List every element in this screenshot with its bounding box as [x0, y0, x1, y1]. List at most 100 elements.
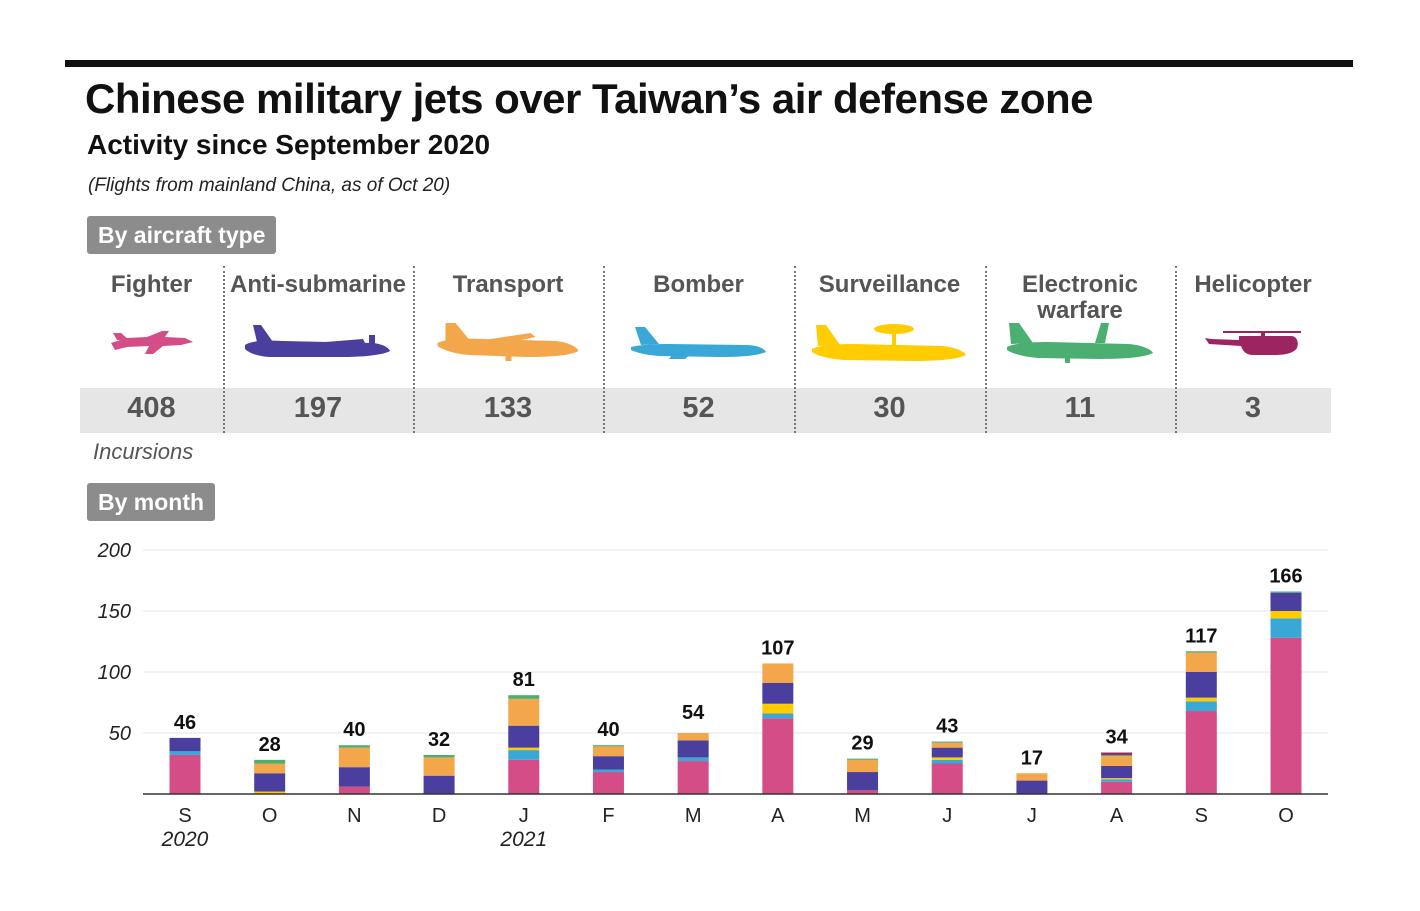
incursions-label: Incursions: [93, 439, 194, 464]
bar-total-label: 34: [1105, 727, 1128, 749]
bar-segment: [508, 698, 540, 726]
bar-segment: [592, 772, 624, 794]
bar-segment: [762, 713, 794, 719]
bar-segment: [169, 754, 201, 794]
top-rule: [65, 60, 1353, 67]
bar-segment: [677, 761, 709, 794]
bomber-plane-icon: [629, 321, 769, 371]
bar-segment: [762, 663, 794, 683]
bar-segment: [1185, 711, 1217, 794]
x-tick-label: S: [178, 805, 191, 827]
bar-segment: [1101, 781, 1133, 794]
bar-segment: [1185, 651, 1217, 653]
bar-segment: [592, 769, 624, 773]
type-transport: Transport 133: [413, 266, 603, 433]
bar-segment: [847, 758, 879, 760]
column-separator: [413, 266, 415, 433]
bar-total-label: 32: [428, 729, 450, 751]
bar-segment: [338, 747, 370, 768]
bar-segment: [592, 746, 624, 757]
bar-segment: [1270, 591, 1302, 593]
aircraft-type-panel: Fighter 408 Anti-submarine 197 Transport: [80, 266, 1331, 433]
bar-segment: [1016, 780, 1048, 794]
column-separator: [223, 266, 225, 433]
bar-total-label: 166: [1269, 565, 1302, 587]
bar-segment: [508, 747, 540, 751]
column-separator: [1175, 266, 1177, 433]
bar-segment: [508, 725, 540, 748]
type-helicopter: Helicopter 3: [1175, 266, 1331, 433]
bar-segment: [1101, 752, 1133, 755]
icon-shape: [811, 324, 966, 361]
x-tick-label: J: [942, 805, 952, 827]
type-label: Bomber: [653, 271, 744, 298]
year-label: 2020: [161, 828, 209, 851]
fighter-jet-icon: [107, 321, 197, 366]
type-label: Surveillance: [818, 271, 961, 298]
bar-segment: [847, 772, 879, 791]
chart-note: (Flights from mainland China, as of Oct …: [88, 175, 451, 196]
bar-segment: [1185, 701, 1217, 712]
helicopter-icon: [1203, 328, 1303, 365]
bar-segment: [931, 757, 963, 760]
bar-segment: [677, 740, 709, 758]
y-tick-label: 100: [98, 662, 131, 684]
bar-segment: [1101, 754, 1133, 757]
bar-segment: [931, 759, 963, 764]
bar-segment: [847, 759, 879, 773]
anti-submarine-plane-icon: [243, 321, 393, 371]
bar-segment: [338, 767, 370, 787]
x-tick-label: M: [854, 805, 871, 827]
bar-segment: [1101, 779, 1133, 782]
x-tick-label: F: [602, 805, 614, 827]
icon-shape: [245, 325, 390, 357]
bar-segment: [931, 747, 963, 758]
electronic-warfare-plane-icon: [1005, 321, 1155, 374]
bar-segment: [1016, 773, 1048, 781]
bar-segment: [338, 786, 370, 794]
type-label: Anti-submarine: [229, 271, 406, 298]
x-tick-label: D: [432, 805, 446, 827]
type-anti-submarine: Anti-submarine 197: [223, 266, 413, 433]
x-tick-label: M: [685, 805, 702, 827]
x-tick-label: O: [1278, 805, 1294, 827]
type-surveillance: Surveillance 30: [794, 266, 985, 433]
bar-total-label: 28: [259, 734, 281, 756]
bar-segment: [677, 757, 709, 762]
bar-segment: [508, 695, 540, 699]
bar-segment: [254, 791, 286, 794]
chart-title: Chinese military jets over Taiwan’s air …: [85, 75, 1094, 122]
type-label: Helicopter: [1194, 271, 1312, 298]
bar-segment: [1185, 697, 1217, 702]
type-count: 408: [127, 392, 176, 424]
year-label: 2021: [499, 828, 547, 851]
by-aircraft-type-label: By aircraft type: [87, 216, 277, 254]
bar-segment: [931, 742, 963, 748]
x-tick-label: S: [1195, 805, 1208, 827]
type-label: Transport: [452, 271, 564, 298]
bar-segment: [508, 750, 540, 760]
bar-segment: [423, 757, 455, 776]
bar-segment: [1101, 756, 1133, 766]
by-month-label: By month: [87, 483, 216, 521]
type-label: Fighter: [110, 271, 193, 298]
bar-segment: [931, 763, 963, 794]
bar-segment: [1270, 618, 1302, 638]
bar-segment: [762, 703, 794, 714]
bar-segment: [1270, 637, 1302, 794]
y-tick-label: 150: [98, 601, 131, 623]
bar-total-label: 107: [761, 637, 794, 659]
bar-total-label: 43: [936, 716, 958, 738]
bar-segment: [592, 756, 624, 770]
type-bomber: Bomber 52: [603, 266, 794, 433]
bar-segment: [592, 745, 624, 747]
bar-total-label: 40: [597, 719, 619, 741]
x-tick-label: A: [771, 805, 785, 827]
bar-segment: [762, 682, 794, 704]
bar-segment: [1101, 765, 1133, 779]
bar-total-label: 40: [343, 719, 365, 741]
bar-segment: [1185, 652, 1217, 672]
bar-segment: [847, 790, 879, 794]
bar-segment: [677, 733, 709, 741]
bar-segment: [508, 759, 540, 794]
